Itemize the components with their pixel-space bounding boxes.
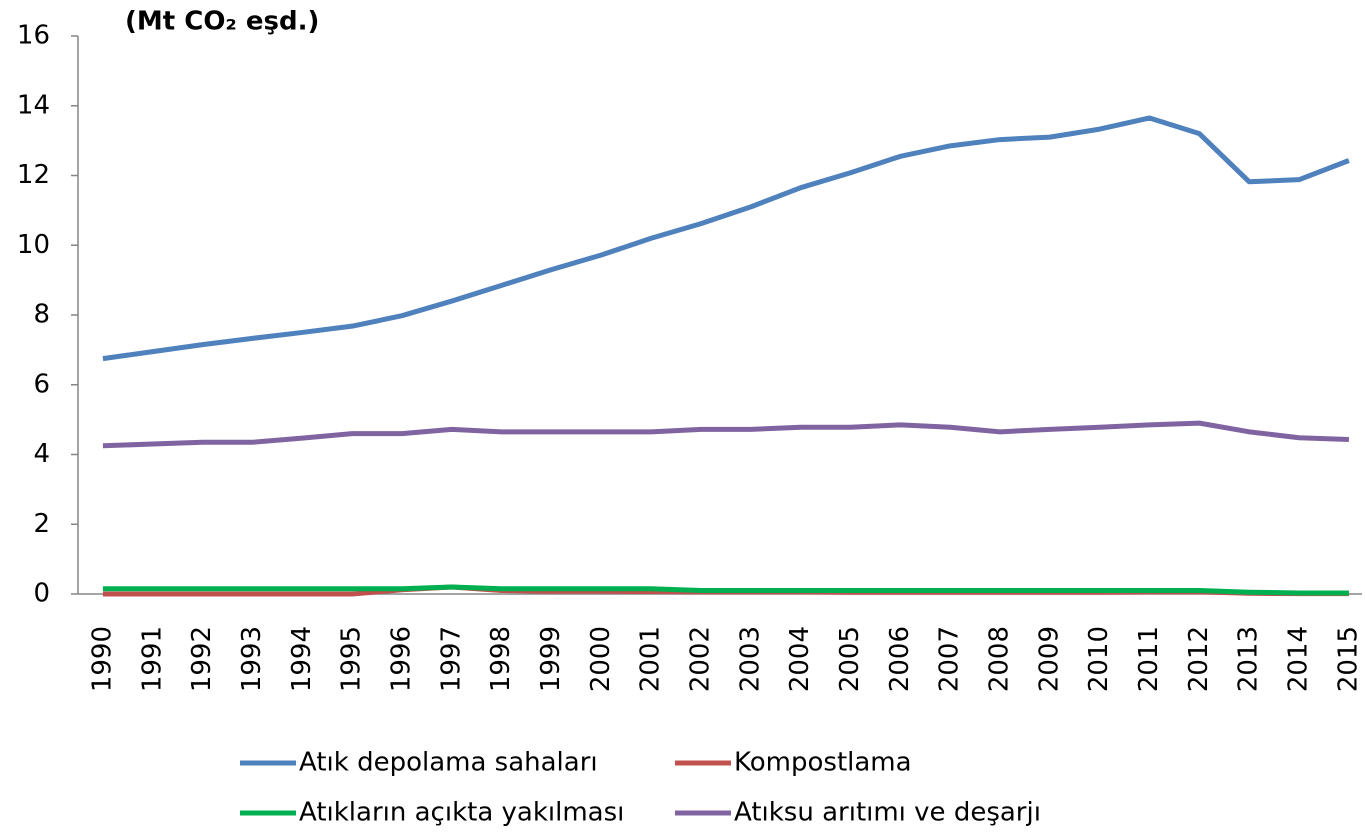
legend-label: Atıkların açıkta yakılması	[299, 798, 624, 828]
series-line	[102, 115, 1350, 362]
series-line	[102, 584, 1349, 596]
x-tick-label: 2007	[935, 626, 965, 692]
x-tick-label: 1991	[137, 626, 167, 692]
y-tick-label: 2	[33, 509, 50, 539]
x-tick-label: 1999	[536, 626, 566, 692]
x-tick-label: 2001	[636, 626, 666, 692]
x-tick-label: 2014	[1284, 626, 1314, 692]
x-tick-label: 2011	[1134, 626, 1164, 692]
legend-label: Atık depolama sahaları	[299, 748, 598, 778]
x-tick-label: 2005	[835, 626, 865, 692]
x-tick-label: 2004	[785, 626, 815, 692]
y-tick-label: 12	[17, 160, 50, 190]
y-axis-label: (Mt CO₂ eşd.)	[125, 7, 319, 37]
x-tick-label: 2009	[1034, 626, 1064, 692]
x-tick-label: 2010	[1084, 626, 1114, 692]
x-tick-label: 2002	[686, 626, 716, 692]
legend-label: Atıksu arıtımı ve deşarjı	[734, 798, 1041, 828]
y-tick-label: 16	[17, 21, 50, 51]
x-tick-label: 2015	[1333, 626, 1363, 692]
x-tick-label: 2008	[985, 626, 1015, 692]
y-tick-label: 14	[17, 90, 50, 120]
series-line	[102, 420, 1350, 449]
x-tick-label: 1993	[237, 626, 267, 692]
y-tick-label: 10	[17, 230, 50, 260]
x-tick-label: 1997	[436, 626, 466, 692]
x-tick-label: 1998	[486, 626, 516, 692]
x-tick-label: 2000	[586, 626, 616, 692]
y-tick-label: 8	[33, 300, 50, 330]
legend-label: Kompostlama	[734, 748, 912, 778]
x-tick-label: 1992	[187, 626, 217, 692]
y-tick-label: 6	[33, 369, 50, 399]
x-tick-label: 2003	[735, 626, 765, 692]
x-tick-label: 2006	[885, 626, 915, 692]
x-tick-label: 1995	[337, 626, 367, 692]
x-tick-label: 2013	[1234, 626, 1264, 692]
x-tick-label: 1990	[87, 626, 117, 692]
y-tick-label: 4	[33, 439, 50, 469]
x-tick-label: 1994	[287, 626, 317, 692]
y-tick-label: 0	[33, 579, 50, 609]
x-tick-label: 2012	[1184, 626, 1214, 692]
x-tick-label: 1996	[386, 626, 416, 692]
